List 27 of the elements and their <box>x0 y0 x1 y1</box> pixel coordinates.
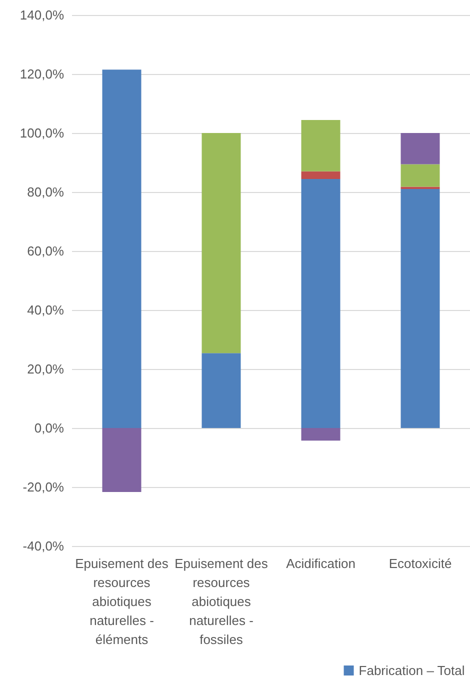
bar <box>202 133 241 354</box>
bar <box>301 179 340 428</box>
bar <box>102 70 142 428</box>
bar <box>400 186 440 190</box>
x-tick-label: Epuisement des resources abiotiques naturelles - fossiles <box>174 556 268 647</box>
y-tick-label: 60,0% <box>27 244 64 258</box>
y-tick-label: 120,0% <box>20 66 64 82</box>
y-tick-label: 0,0% <box>34 420 64 436</box>
bar <box>400 133 440 164</box>
bar <box>102 428 142 492</box>
bar <box>400 189 440 428</box>
bar <box>400 164 440 187</box>
y-tick-label: 100,0% <box>20 126 64 140</box>
bar <box>301 120 340 172</box>
bar <box>202 353 241 428</box>
y-tick-label: 140,0% <box>20 8 64 22</box>
bar <box>301 428 340 441</box>
y-tick-label: -20,0% <box>22 480 64 494</box>
bar <box>301 171 340 180</box>
legend-label: Fabrication – Total <box>358 663 465 678</box>
x-tick-label: Ecotoxicité <box>388 556 452 571</box>
x-tick-label: Acidification <box>286 556 356 571</box>
y-tick-label: 40,0% <box>27 302 64 318</box>
y-tick-label: 80,0% <box>27 184 64 200</box>
x-tick-label: Epuisement des resources abiotiques naturelles - éléments <box>75 556 169 647</box>
y-tick-label: -40,0% <box>22 538 64 554</box>
y-tick-label: 20,0% <box>27 362 64 376</box>
